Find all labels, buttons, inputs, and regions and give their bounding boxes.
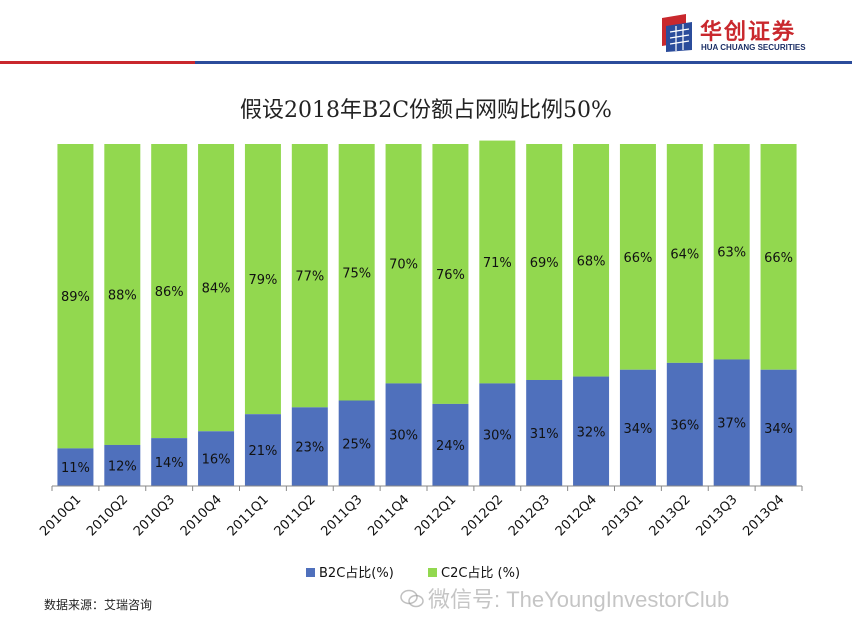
x-tick-label-2013Q2: 2013Q2 — [647, 492, 694, 539]
data-label-c2c-2012Q4: 68% — [577, 254, 606, 269]
x-tick-label-2012Q1: 2012Q1 — [412, 492, 459, 539]
data-source-note: 数据来源：艾瑞咨询 — [44, 598, 153, 612]
wechat-watermark: 微信号: TheYoungInvestorClub — [400, 582, 729, 614]
data-label-c2c-2013Q1: 66% — [623, 251, 652, 266]
bar-c2c-2012Q1 — [432, 144, 469, 404]
x-tick-label-2011Q4: 2011Q4 — [365, 492, 412, 539]
x-tick-label-2010Q1: 2010Q1 — [37, 492, 84, 539]
data-label-c2c-2012Q2: 71% — [483, 256, 512, 271]
data-label-b2c-2013Q2: 36% — [670, 418, 699, 433]
data-label-b2c-2011Q3: 25% — [342, 437, 371, 452]
data-label-c2c-2010Q2: 88% — [108, 288, 137, 303]
x-tick-label-2011Q2: 2011Q2 — [272, 492, 319, 539]
data-label-b2c-2011Q4: 30% — [389, 429, 418, 444]
bar-b2c-2010Q4 — [198, 431, 235, 486]
x-tick-label-2012Q4: 2012Q4 — [553, 492, 600, 539]
bar-c2c-2013Q3 — [713, 144, 750, 360]
bar-b2c-2010Q1 — [57, 448, 94, 486]
data-label-c2c-2011Q3: 75% — [342, 266, 371, 281]
bar-b2c-2011Q1 — [244, 414, 281, 486]
bar-c2c-2010Q4 — [198, 144, 235, 432]
legend-label-c2c: C2C占比 (%) — [441, 566, 520, 581]
data-label-c2c-2011Q1: 79% — [248, 273, 277, 288]
header-blue-rule — [195, 61, 852, 64]
data-label-b2c-2010Q4: 16% — [202, 453, 231, 468]
bar-b2c-2012Q4 — [573, 376, 610, 486]
data-label-b2c-2012Q3: 31% — [530, 427, 559, 442]
x-tick-label-2011Q3: 2011Q3 — [318, 492, 365, 539]
bar-c2c-2011Q2 — [291, 144, 328, 408]
watermark-text: 微信号: TheYoungInvestorClub — [428, 587, 730, 612]
logo-brand-en: HUA CHUANG SECURITIES — [701, 43, 806, 52]
bar-b2c-2012Q1 — [432, 403, 469, 486]
wechat-icon — [400, 589, 424, 608]
data-label-b2c-2012Q4: 32% — [577, 425, 606, 440]
bar-b2c-2013Q2 — [666, 362, 703, 486]
x-tick-label-2012Q3: 2012Q3 — [506, 492, 553, 539]
data-label-b2c-2010Q1: 11% — [61, 461, 90, 476]
bar-c2c-2011Q3 — [338, 144, 375, 401]
legend-label-b2c: B2C占比(%) — [319, 566, 394, 581]
x-tick-label-2013Q3: 2013Q3 — [693, 492, 740, 539]
bar-b2c-2011Q2 — [291, 407, 328, 486]
bar-c2c-2010Q1 — [57, 144, 94, 449]
data-label-b2c-2011Q1: 21% — [248, 444, 277, 459]
x-tick-label-2010Q2: 2010Q2 — [84, 492, 131, 539]
data-label-c2c-2012Q3: 69% — [530, 256, 559, 271]
bar-b2c-2012Q3 — [526, 379, 563, 486]
data-label-b2c-2013Q3: 37% — [717, 417, 746, 432]
company-logo: 华创证券 HUA CHUANG SECURITIES — [656, 12, 836, 56]
data-label-b2c-2012Q1: 24% — [436, 439, 465, 454]
data-label-b2c-2013Q4: 34% — [764, 422, 793, 437]
bar-b2c-2013Q3 — [713, 359, 750, 486]
bar-c2c-2010Q2 — [104, 144, 141, 445]
logo-brand-cn: 华创证券 — [700, 20, 797, 45]
data-label-c2c-2012Q1: 76% — [436, 268, 465, 283]
data-label-b2c-2012Q2: 30% — [483, 429, 512, 444]
bar-b2c-2011Q4 — [385, 383, 422, 486]
x-tick-label-2012Q2: 2012Q2 — [459, 492, 506, 539]
data-label-b2c-2010Q2: 12% — [108, 459, 137, 474]
bar-c2c-2012Q3 — [526, 144, 563, 380]
header-red-rule — [0, 61, 195, 64]
data-label-b2c-2013Q1: 34% — [623, 422, 652, 437]
x-tick-label-2013Q4: 2013Q4 — [740, 492, 787, 539]
bar-b2c-2011Q3 — [338, 400, 375, 486]
data-label-c2c-2010Q4: 84% — [202, 282, 231, 297]
logo-mark-icon — [662, 14, 692, 52]
bar-b2c-2013Q1 — [619, 369, 656, 486]
bar-c2c-2010Q3 — [151, 144, 188, 439]
legend-swatch-b2c — [306, 568, 315, 577]
x-tick-label-2013Q1: 2013Q1 — [600, 492, 647, 539]
x-tick-label-2010Q4: 2010Q4 — [178, 492, 225, 539]
data-label-c2c-2011Q2: 77% — [295, 270, 324, 285]
data-label-c2c-2010Q3: 86% — [155, 285, 184, 300]
data-label-b2c-2011Q2: 23% — [295, 441, 324, 456]
bar-b2c-2012Q2 — [479, 383, 516, 486]
bar-c2c-2012Q2 — [479, 140, 516, 384]
bar-c2c-2013Q1 — [619, 144, 656, 370]
bar-c2c-2012Q4 — [573, 144, 610, 377]
bar-b2c-2013Q4 — [760, 369, 797, 486]
chart-title: 假设2018年B2C份额占网购比例50% — [240, 98, 612, 123]
bar-b2c-2010Q3 — [151, 438, 188, 486]
data-label-c2c-2013Q3: 63% — [717, 246, 746, 261]
data-label-c2c-2013Q4: 66% — [764, 251, 793, 266]
bar-c2c-2011Q1 — [244, 144, 281, 415]
bar-b2c-2010Q2 — [104, 444, 141, 486]
data-label-c2c-2013Q2: 64% — [670, 247, 699, 262]
data-label-c2c-2010Q1: 89% — [61, 290, 90, 305]
legend-swatch-c2c — [428, 568, 437, 577]
data-label-c2c-2011Q4: 70% — [389, 258, 418, 273]
bar-c2c-2013Q2 — [666, 144, 703, 363]
bar-c2c-2013Q4 — [760, 144, 797, 370]
x-tick-label-2011Q1: 2011Q1 — [225, 492, 272, 539]
x-tick-label-2010Q3: 2010Q3 — [131, 492, 178, 539]
bar-c2c-2011Q4 — [385, 144, 422, 384]
data-label-b2c-2010Q3: 14% — [155, 456, 184, 471]
